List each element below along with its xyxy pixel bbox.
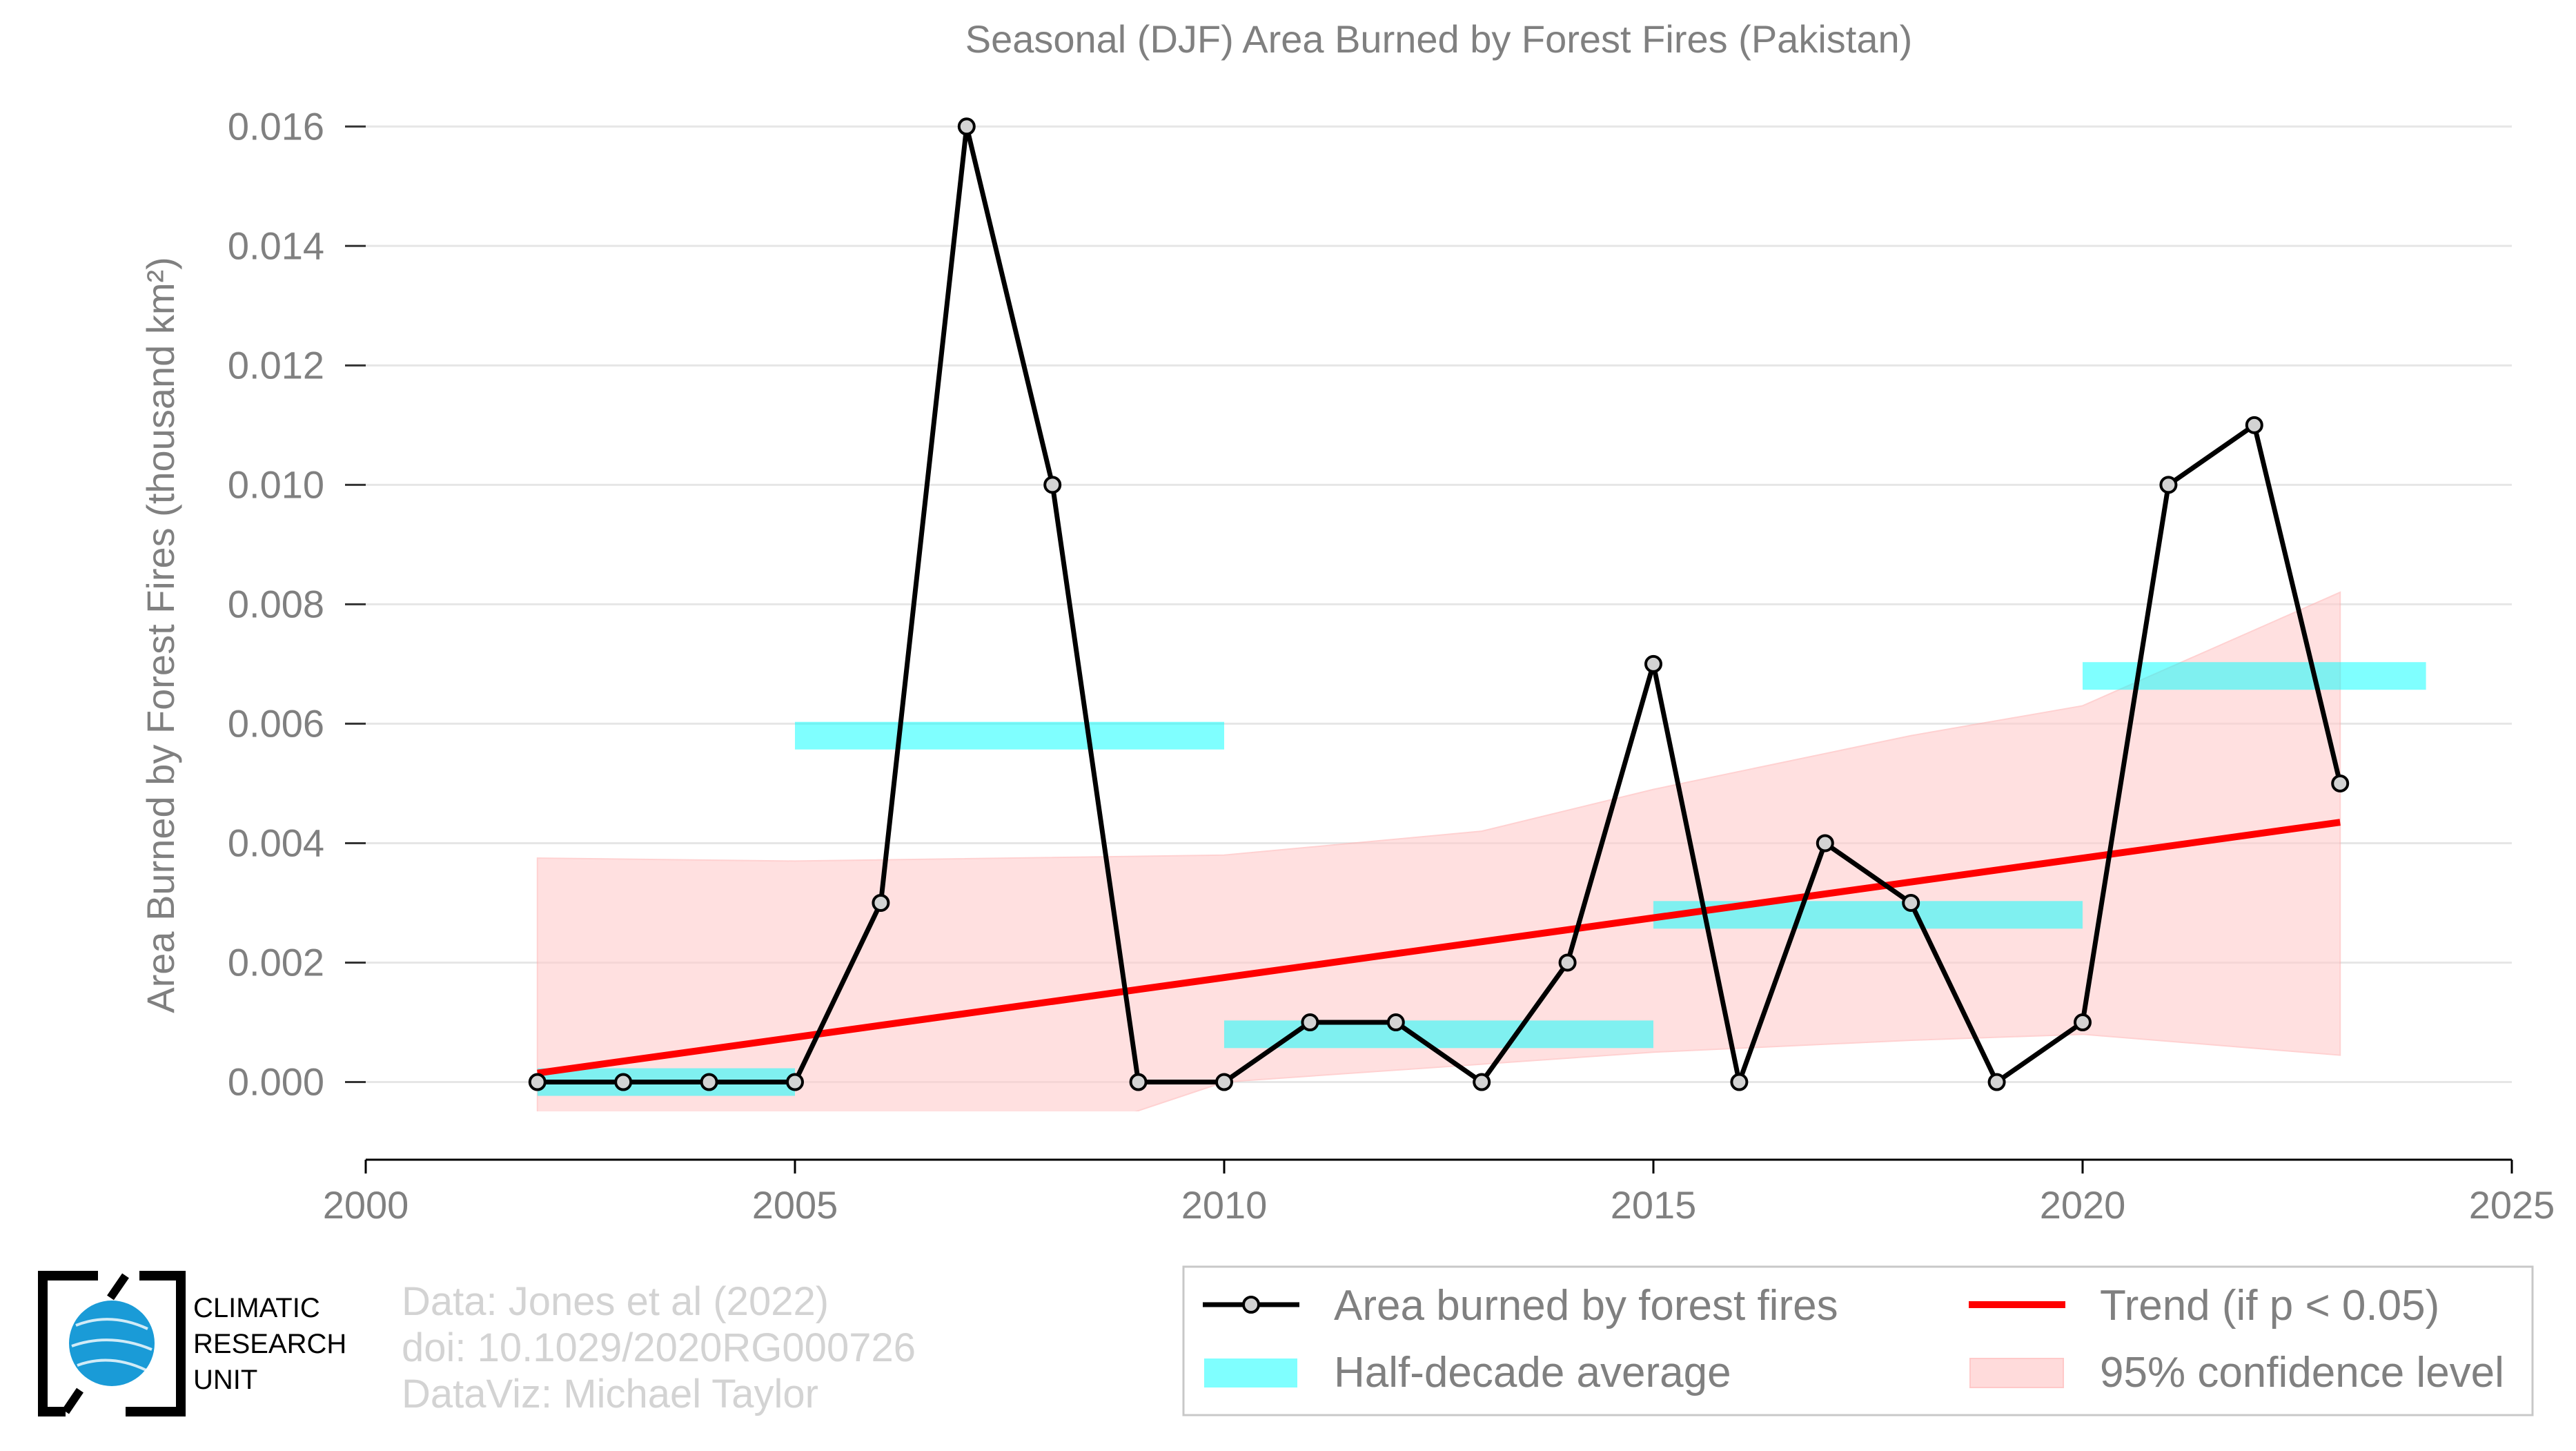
legend-marker-swatch	[1242, 1296, 1260, 1314]
credits: Data: Jones et al (2022) doi: 10.1029/20…	[402, 1279, 916, 1416]
y-axis-label: Area Burned by Forest Fires (thousand km…	[139, 257, 182, 1013]
logo-slash-bottom	[62, 1387, 83, 1414]
logo-text-line1: CLIMATIC	[193, 1293, 320, 1323]
x-tick-label: 2015	[1611, 1183, 1697, 1227]
legend-label-confidence: 95% confidence level	[2100, 1349, 2504, 1396]
legend-label-trend: Trend (if p < 0.05)	[2100, 1282, 2439, 1330]
data-point	[872, 893, 890, 912]
x-tick-label: 2010	[1181, 1183, 1268, 1227]
y-axis-ticks: 0.000 0.002 0.004 0.006 0.008 0.010 0.012 0.014…	[228, 104, 366, 1104]
data-point	[2331, 774, 2350, 792]
chart-title: Seasonal (DJF) Area Burned by Forest Fir…	[965, 17, 1913, 61]
credit-data-source: Data: Jones et al (2022)	[402, 1279, 829, 1324]
data-point	[528, 1073, 547, 1091]
y-tick-label: 0.008	[228, 582, 324, 625]
data-point	[2245, 416, 2263, 434]
legend-label-average: Half-decade average	[1334, 1349, 1731, 1396]
trend-line-layer	[537, 819, 2341, 1077]
half-decade-average-bar	[795, 721, 1224, 750]
data-point	[1730, 1073, 1749, 1091]
x-tick-label: 2005	[752, 1183, 838, 1227]
confidence-band-layer	[536, 591, 2341, 1111]
data-point	[1644, 654, 1662, 673]
logo-bracket-right	[126, 1271, 186, 1416]
half-decade-average-bar	[1224, 1020, 1653, 1049]
logo-bracket-left	[38, 1271, 98, 1416]
data-point	[957, 117, 976, 136]
y-tick-label: 0.004	[228, 821, 324, 864]
data-point	[2159, 476, 2178, 494]
legend-ci-swatch	[1969, 1358, 2064, 1388]
data-point	[1129, 1073, 1148, 1091]
data-point	[614, 1073, 633, 1091]
data-point	[1473, 1073, 1491, 1091]
legend-box	[1182, 1265, 2534, 1416]
x-tick-label: 2000	[323, 1183, 409, 1227]
logo-slash-top	[107, 1273, 129, 1301]
y-tick-label: 0.000	[228, 1060, 324, 1104]
y-tick-label: 0.012	[228, 343, 324, 387]
data-point	[1558, 953, 1577, 972]
series-line	[537, 124, 2343, 1085]
half-decade-average-bar	[1653, 901, 2083, 929]
legend-label-series: Area burned by forest fires	[1334, 1282, 1838, 1330]
logo-text-line2: RESEARCH	[193, 1329, 346, 1359]
x-tick-label: 2020	[2040, 1183, 2126, 1227]
data-point	[1215, 1073, 1233, 1091]
data-point	[2074, 1013, 2092, 1032]
y-tick-label: 0.006	[228, 701, 324, 745]
data-point	[1902, 893, 1920, 912]
confidence-band	[536, 591, 2341, 1111]
data-point	[1043, 476, 1062, 494]
cru-logo: CLIMATIC RESEARCH UNIT	[38, 1271, 346, 1416]
y-tick-label: 0.002	[228, 940, 324, 984]
data-point	[786, 1073, 804, 1091]
x-axis-ticks: 2000 2005 2010 2015 2020 2025	[323, 1160, 2555, 1227]
trend-line	[537, 819, 2341, 1077]
logo-text-line3: UNIT	[193, 1365, 257, 1395]
data-point	[1816, 834, 1834, 853]
series-layer	[528, 117, 2350, 1091]
data-point	[1987, 1073, 2006, 1091]
data-point	[1301, 1013, 1319, 1032]
legend: Area burned by forest fires Half-decade …	[1182, 1265, 2534, 1416]
credit-dataviz: DataViz: Michael Taylor	[402, 1372, 818, 1416]
data-point	[700, 1073, 718, 1091]
legend-avg-swatch	[1204, 1359, 1297, 1387]
y-tick-label: 0.014	[228, 224, 324, 267]
globe-lines-icon	[71, 1318, 153, 1372]
y-tick-label: 0.016	[228, 104, 324, 148]
half-decade-average-layer	[537, 662, 2426, 1096]
x-tick-label: 2025	[2469, 1183, 2555, 1227]
data-point	[1386, 1013, 1405, 1032]
credit-doi: doi: 10.1029/2020RG000726	[402, 1325, 916, 1370]
y-tick-label: 0.010	[228, 462, 324, 506]
